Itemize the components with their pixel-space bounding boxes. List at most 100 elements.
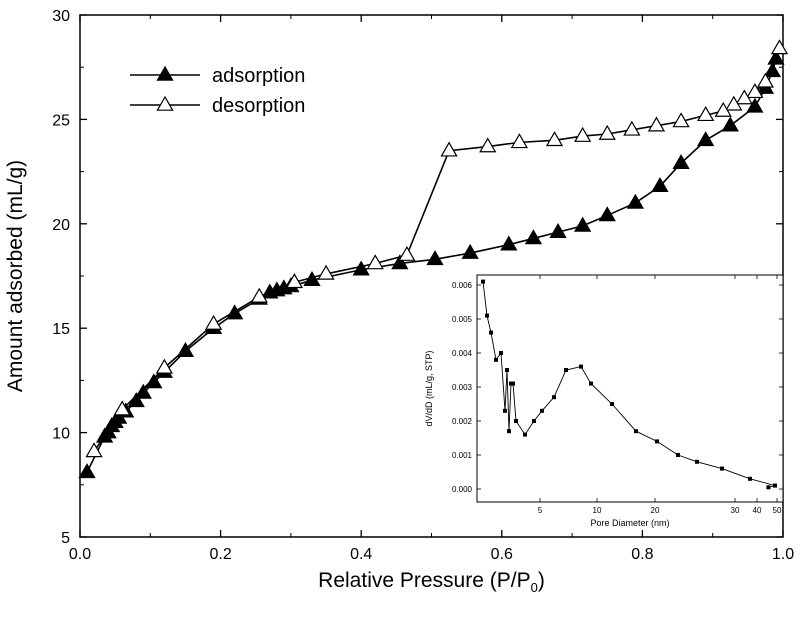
inset-x-tick-label: 10 — [593, 506, 602, 515]
adsorption-point — [651, 177, 669, 193]
x-tick-label: 0.8 — [631, 546, 653, 563]
desorption-point — [440, 141, 458, 157]
adsorption-point — [226, 304, 244, 320]
legend-label: adsorption — [212, 65, 305, 87]
inset-frame — [476, 274, 784, 503]
inset-point — [503, 408, 507, 413]
inset-plot: 0.000 0.001 0.002 0.003 0.004 0.005 0.006 5 10 20… — [424, 274, 784, 528]
desorption-point — [623, 120, 641, 136]
legend-label: desorption — [212, 95, 305, 117]
inset-point — [676, 453, 680, 457]
y-tick-label: 25 — [52, 112, 70, 129]
inset-point — [773, 483, 777, 488]
inset-point — [485, 313, 489, 318]
adsorption-point — [598, 206, 616, 222]
inset-point — [589, 381, 593, 386]
y-axis-label: Amount adsorbed (mL/g) — [4, 160, 27, 392]
adsorption-point — [461, 243, 479, 259]
inset-x-tick-label: 30 — [731, 506, 740, 515]
desorption-point — [398, 245, 416, 261]
adsorption-point — [500, 235, 518, 251]
desorption-point — [647, 116, 666, 132]
desorption-point — [756, 72, 775, 88]
desorption-point — [510, 133, 529, 149]
desorption-point — [725, 95, 743, 111]
desorption-point — [574, 126, 592, 142]
y-tick-label: 10 — [52, 426, 70, 443]
inset-point — [610, 402, 614, 406]
inset-point — [552, 395, 556, 400]
adsorption-point — [524, 229, 543, 245]
desorption-point — [714, 101, 732, 117]
inset-y-tick-label: 0.003 — [452, 383, 473, 392]
desorption-point — [204, 314, 223, 330]
inset-point — [511, 381, 515, 386]
desorption-point — [250, 287, 268, 303]
legend: adsorption desorption — [130, 65, 305, 117]
main-plot: 0.0 0.2 0.4 0.6 0.8 1.0 5 10 15 20 25 30 Relative Pr… — [4, 8, 794, 595]
y-tick-label: 20 — [52, 217, 70, 234]
inset-y-tick-label: 0.005 — [452, 315, 473, 324]
inset-point — [505, 368, 509, 372]
inset-point — [720, 466, 724, 471]
inset-y-tick-label: 0.006 — [452, 281, 473, 290]
adsorption-point — [626, 193, 645, 209]
legend-marker — [156, 95, 174, 111]
inset-x-tick-label: 50 — [773, 506, 782, 515]
adsorption-point — [78, 463, 96, 479]
inset-y-axis-label: dV/dD (mL/g, STP) — [424, 350, 434, 426]
desorption-point — [672, 112, 690, 128]
desorption-point — [697, 106, 715, 122]
inset-point — [655, 439, 659, 444]
adsorption-point — [303, 270, 321, 286]
x-tick-label: 0.6 — [491, 546, 513, 563]
x-tick-label: 0.4 — [350, 546, 372, 563]
adsorption-point — [767, 49, 785, 65]
adsorption-point — [391, 254, 409, 270]
inset-x-tick-label: 20 — [651, 506, 660, 515]
y-tick-label: 15 — [52, 321, 70, 338]
desorption-point — [113, 400, 131, 416]
adsorption-point — [145, 373, 163, 389]
legend-marker — [156, 65, 174, 81]
desorption-point — [598, 124, 616, 140]
desorption-point — [317, 264, 335, 280]
desorption-point — [366, 254, 384, 270]
desorption-point — [155, 358, 173, 374]
x-axis-label-end: ) — [538, 569, 545, 592]
adsorption-point — [134, 383, 152, 399]
inset-y-tick-label: 0.001 — [452, 451, 473, 460]
inset-x-axis-label: Pore Diameter (nm) — [590, 518, 669, 528]
inset-y-tick-label: 0.000 — [452, 485, 473, 494]
inset-point — [514, 419, 518, 423]
adsorption-point — [127, 392, 145, 408]
x-axis-label: Relative Pressure (P/P0) — [318, 569, 545, 595]
adsorption-point — [574, 216, 592, 232]
inset-point — [748, 476, 752, 481]
inset-point — [481, 279, 485, 284]
inset-point — [532, 419, 536, 423]
desorption-point — [545, 131, 564, 147]
inset-point — [695, 459, 699, 464]
adsorption-point — [672, 154, 690, 170]
y-tick-label: 5 — [61, 530, 70, 547]
inset-point — [540, 408, 544, 413]
inset-point — [634, 429, 638, 434]
inset-point — [579, 364, 583, 369]
inset-point — [494, 357, 498, 362]
x-tick-label: 0.0 — [69, 546, 91, 563]
adsorption-point — [746, 97, 764, 113]
inset-point — [766, 485, 771, 490]
inset-x-tick-label: 40 — [753, 506, 762, 515]
x-tick-label: 0.2 — [209, 546, 231, 563]
adsorption-point — [721, 116, 739, 132]
desorption-point — [770, 39, 789, 55]
inset-x-tick-label: 5 — [538, 506, 543, 515]
x-axis-label-subscript: 0 — [531, 580, 538, 595]
y-tick-label: 30 — [52, 8, 70, 25]
adsorption-point — [426, 250, 444, 266]
adsorption-point — [697, 131, 715, 147]
inset-y-tick-label: 0.004 — [452, 349, 473, 358]
inset-y-tick-label: 0.002 — [452, 417, 473, 426]
